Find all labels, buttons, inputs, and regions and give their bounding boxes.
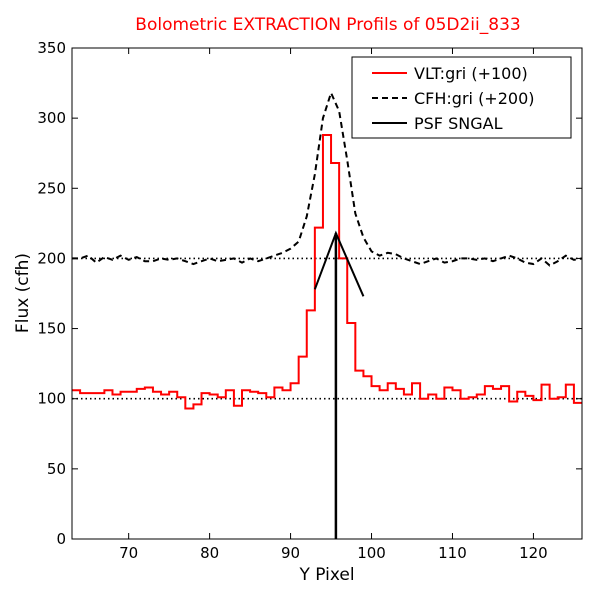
y-tick-label-50: 50 xyxy=(47,460,66,478)
legend: VLT:gri (+100) CFH:gri (+200) PSF SNGAL xyxy=(351,56,572,139)
x-tick-label-120: 120 xyxy=(519,544,548,562)
legend-box xyxy=(351,56,572,139)
x-tick-label-70: 70 xyxy=(119,544,138,562)
x-tick-label-110: 110 xyxy=(438,544,467,562)
series-psf-line xyxy=(313,230,365,297)
legend-label-2: PSF SNGAL xyxy=(414,114,503,133)
plot-area xyxy=(72,90,582,539)
legend-label-0: VLT:gri (+100) xyxy=(414,64,528,83)
x-tick-label-90: 90 xyxy=(281,544,300,562)
axes: 70 80 90 100 110 120 0 50 100 150 200 250 300 350 xyxy=(37,39,583,562)
x-tick-label-100: 100 xyxy=(357,544,386,562)
y-tick-label-0: 0 xyxy=(56,530,66,548)
y-tick-label-300: 300 xyxy=(37,109,66,127)
chart-title: Bolometric EXTRACTION Profils of 05D2ii_… xyxy=(135,15,520,35)
y-tick-label-350: 350 xyxy=(37,39,66,57)
y-tick-label-100: 100 xyxy=(37,390,66,408)
series-vlt-line xyxy=(72,133,582,410)
series-cfh-line xyxy=(72,90,582,267)
legend-label-1: CFH:gri (+200) xyxy=(414,89,535,108)
y-tick-label-250: 250 xyxy=(37,179,66,197)
plot-frame xyxy=(71,47,583,540)
y-tick-label-150: 150 xyxy=(37,320,66,338)
x-tick-label-80: 80 xyxy=(200,544,219,562)
x-axis-label: Y Pixel xyxy=(298,565,354,585)
y-tick-label-200: 200 xyxy=(37,249,66,267)
plot-series-group xyxy=(72,90,582,539)
y-axis-label: Flux (cfh) xyxy=(13,253,33,333)
